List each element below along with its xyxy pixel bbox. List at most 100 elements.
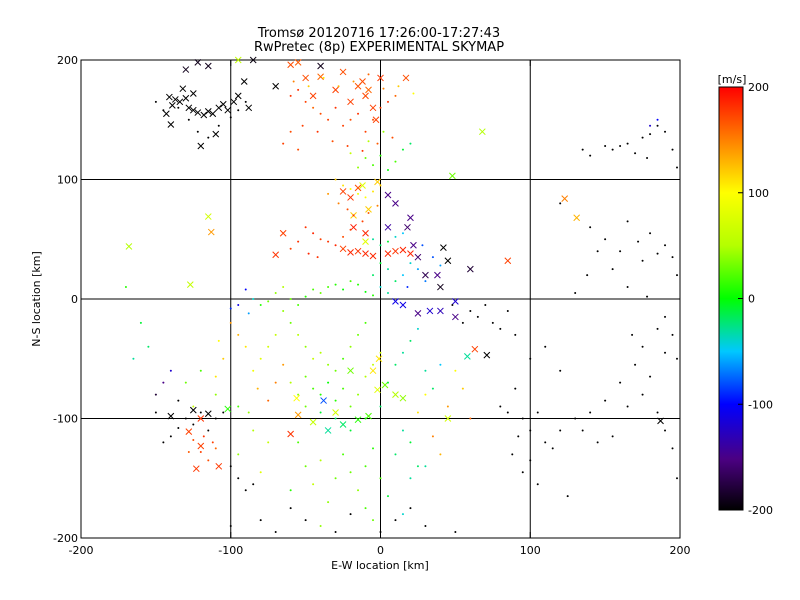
dot-marker [424,393,427,396]
dot-marker [304,375,307,378]
cross-marker [381,381,389,389]
dot-marker [319,525,322,528]
dot-marker [327,286,330,289]
dot-marker [574,292,577,295]
dot-marker [319,411,322,414]
dot-marker [349,118,352,121]
dot-marker [367,211,370,214]
cross-marker [204,108,212,115]
dot-marker [529,459,532,462]
dot-marker [222,357,225,360]
dot-marker [646,156,649,159]
cross-marker [362,250,369,257]
cross-marker [194,109,202,116]
dot-marker [581,429,584,432]
dot-marker [372,294,375,297]
dot-marker [342,387,345,390]
dot-marker [304,295,307,298]
dot-marker [364,375,367,378]
dot-marker [361,149,364,152]
dot-marker [352,214,355,217]
dot-marker [439,453,442,456]
dot-marker [397,85,400,88]
cross-marker [320,397,327,404]
dot-marker [382,87,385,90]
dot-marker [574,417,577,420]
dot-marker [207,459,210,462]
dot-marker [349,471,352,474]
dot-marker [671,447,674,450]
dot-marker [431,435,434,438]
dot-marker [551,447,554,450]
dot-marker [676,477,679,480]
grid-lines [81,60,680,538]
dot-marker [521,471,524,474]
dot-marker [342,453,345,456]
cross-marker [471,345,479,353]
dot-marker [319,238,322,241]
cross-marker [347,98,354,106]
cross-marker [309,418,317,426]
cross-marker [309,92,317,100]
dot-marker [237,333,240,336]
dot-marker [372,363,375,366]
cross-marker [332,86,339,94]
cross-marker [414,309,422,317]
dot-marker [566,495,569,498]
dot-marker [267,399,270,402]
dot-marker [372,164,375,167]
dot-marker [386,495,389,498]
y-axis-title: N-S location [km] [30,251,43,347]
dot-marker [367,140,370,143]
dot-marker [596,250,599,253]
dot-marker [312,387,315,390]
dot-marker [379,351,382,354]
cross-marker [399,301,407,309]
dot-marker [327,192,330,195]
dot-marker [316,256,319,259]
dot-marker [334,244,337,247]
dot-marker [304,100,307,103]
dot-marker [259,471,262,474]
dot-marker [327,118,330,121]
dot-marker [187,450,190,453]
dot-marker [124,286,127,289]
dot-marker [364,196,367,199]
chart-title: Tromsø 20120716 17:26:00-17:27:43 [257,26,500,41]
dot-marker [611,435,614,438]
dot-marker [282,309,285,312]
cross-marker [204,62,212,70]
dot-marker [192,405,195,408]
dot-marker [521,417,524,420]
dot-marker [611,148,614,151]
dot-marker [297,88,300,91]
dot-marker [184,417,187,420]
dot-marker [506,411,509,414]
dot-marker [327,240,330,243]
dot-marker [349,429,352,432]
dot-marker [364,290,367,293]
dot-marker [187,118,190,121]
dot-marker [364,417,367,420]
dot-marker [244,345,247,348]
cross-marker [185,104,193,112]
dot-marker [319,459,322,462]
x-tick-label: 0 [377,544,384,557]
dot-marker [177,399,180,402]
dot-marker [517,435,520,438]
dot-marker [424,525,427,528]
dot-marker [529,429,532,432]
dot-marker [649,124,652,127]
dot-marker [469,417,472,420]
dot-marker [342,184,345,187]
dot-marker [372,118,375,121]
dot-marker [307,85,310,88]
dot-marker [322,76,325,79]
dot-marker [416,327,419,330]
dot-marker [349,513,352,516]
cross-marker [182,66,190,73]
dot-marker [439,363,442,366]
dot-marker [386,292,389,295]
dot-marker [619,145,622,148]
dot-marker [342,235,345,238]
